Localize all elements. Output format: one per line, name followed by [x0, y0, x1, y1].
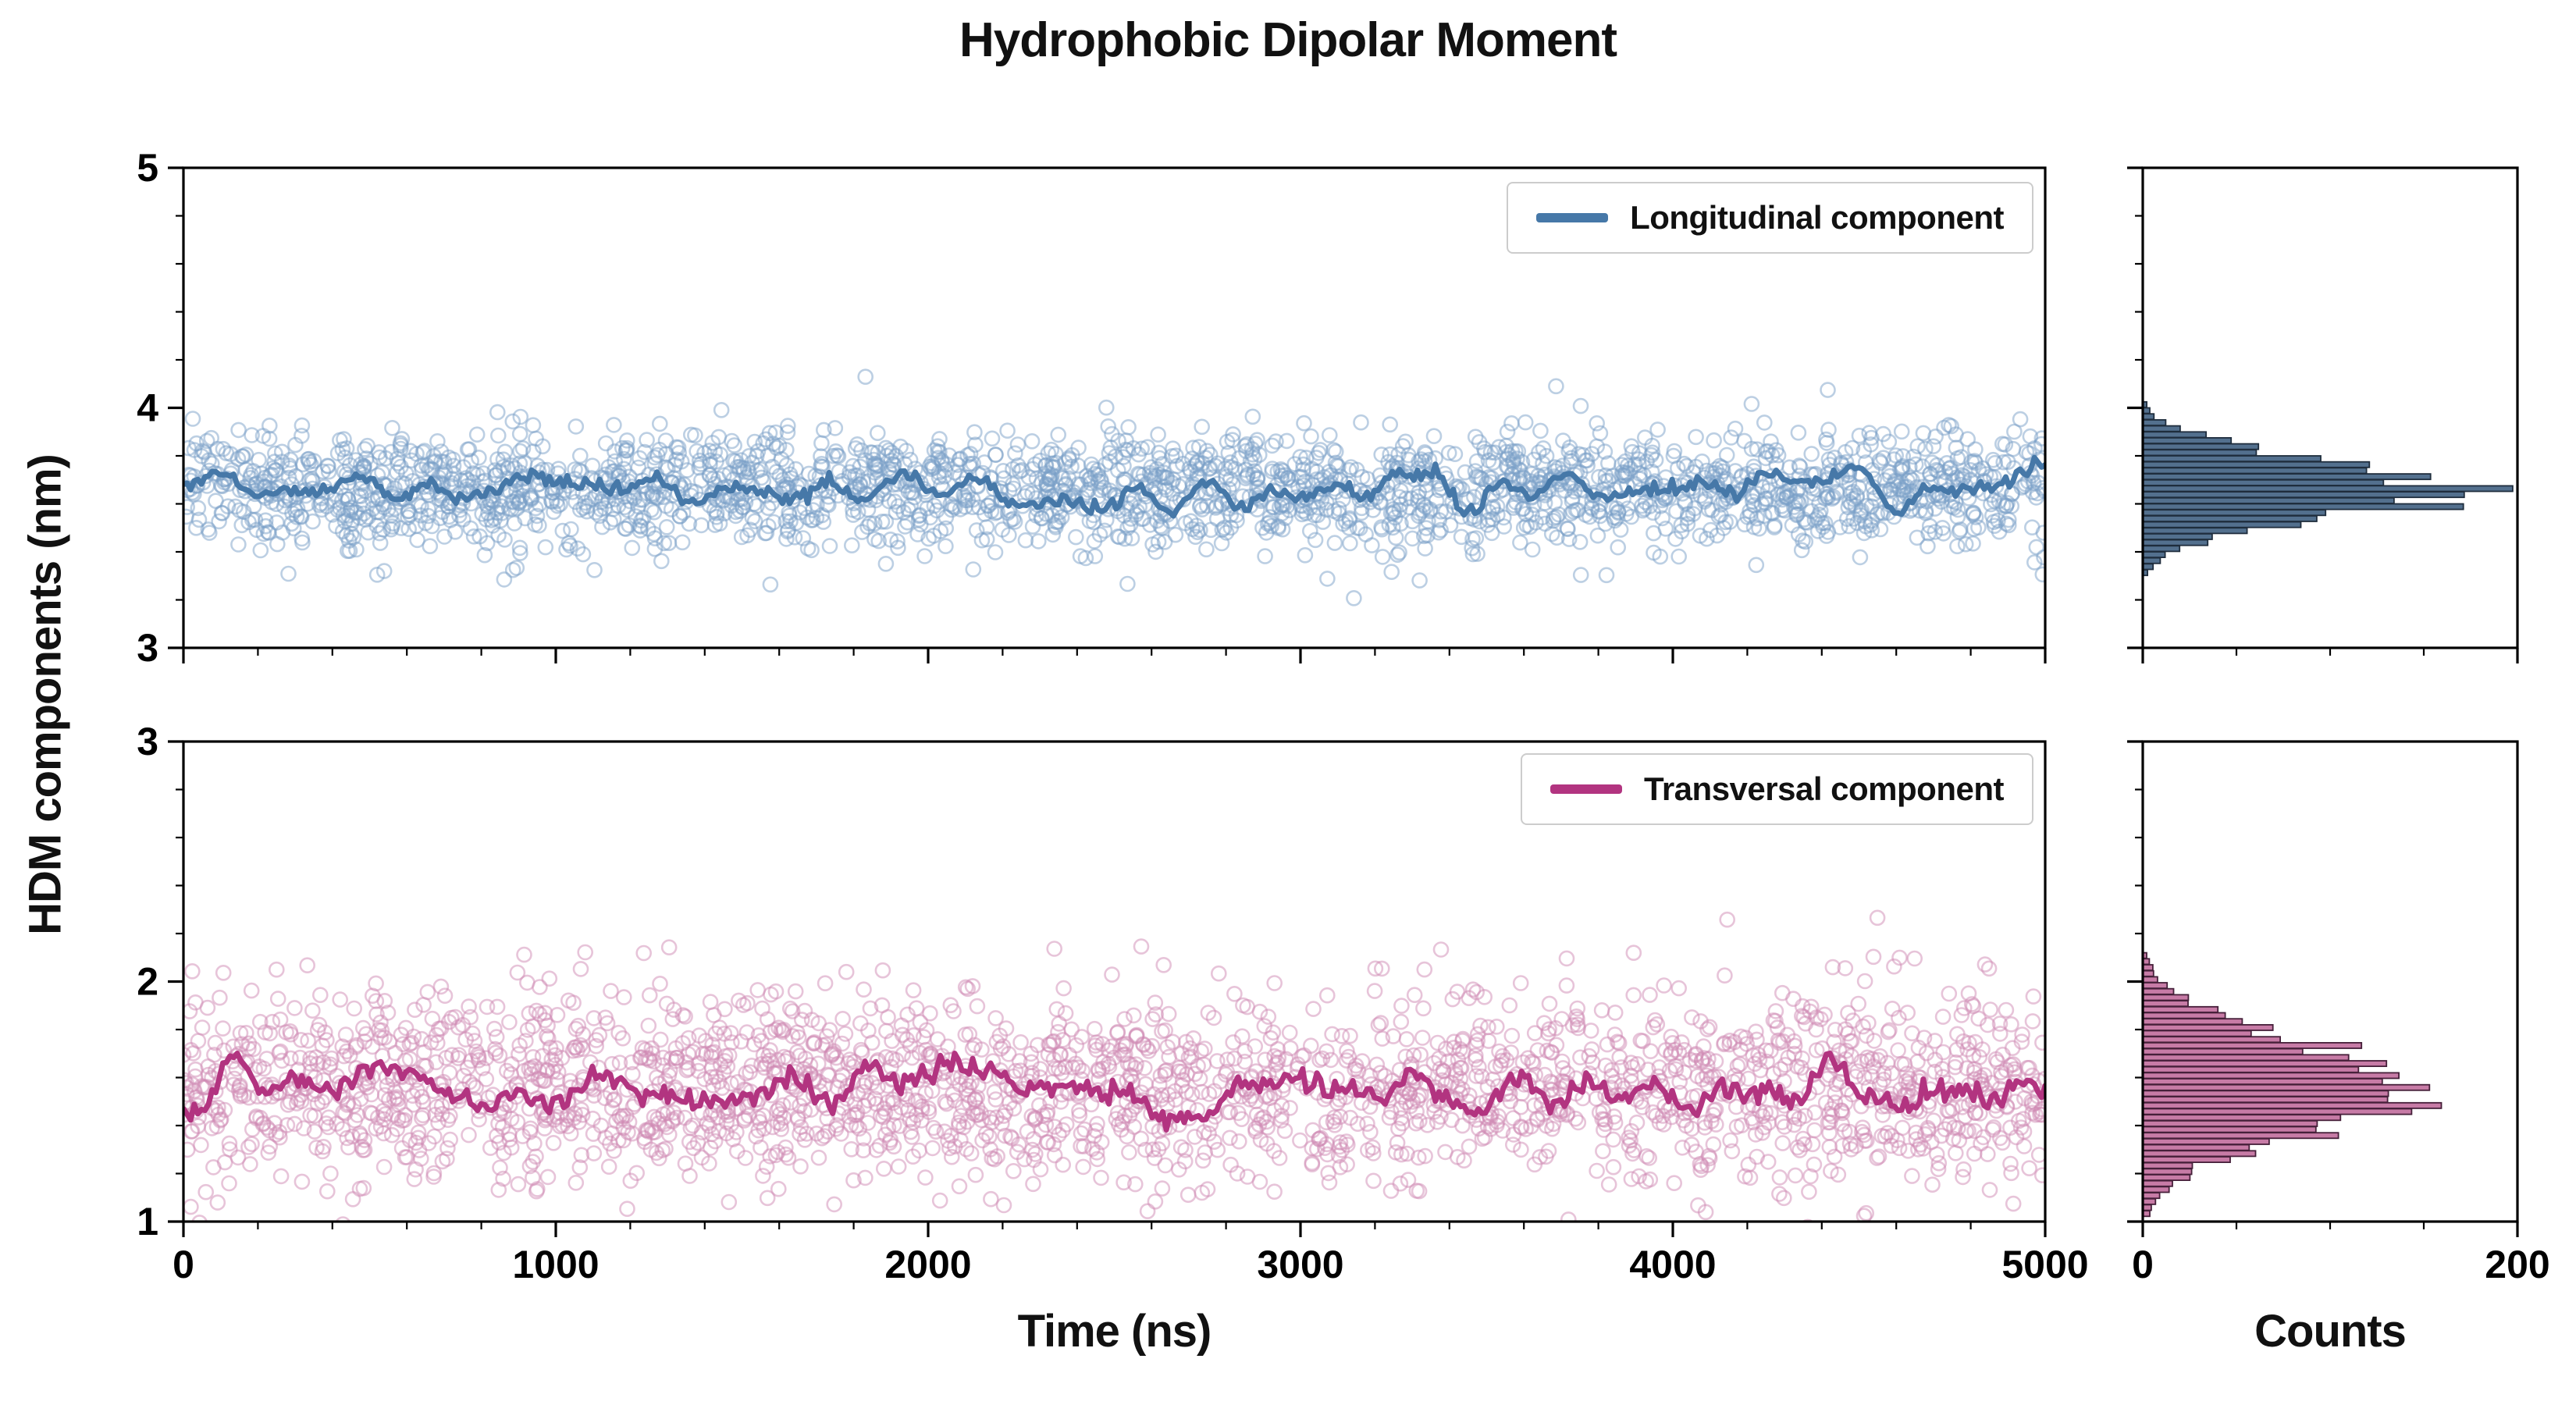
svg-text:4000: 4000 — [1629, 1243, 1716, 1286]
x-axis-label-counts: Counts — [2254, 1306, 2407, 1357]
svg-text:0: 0 — [173, 1243, 194, 1286]
legend-transversal: Transversal component — [1521, 753, 2033, 825]
svg-text:3: 3 — [137, 626, 158, 670]
svg-text:1000: 1000 — [512, 1243, 599, 1286]
legend-label-transversal: Transversal component — [1644, 770, 2005, 807]
transversal-timeseries-axes: 0 1000 2000 3000 4000 5000 1 2 3 — [137, 720, 2088, 1286]
figure-title: Hydrophobic Dipolar Moment — [959, 13, 1617, 67]
legend-line-swatch-longitudinal — [1536, 213, 1609, 222]
transversal-histogram — [2142, 951, 2443, 1218]
x-axis-label-time: Time (ns) — [1017, 1306, 1212, 1357]
legend-longitudinal: Longitudinal component — [1507, 182, 2033, 254]
svg-text:3000: 3000 — [1257, 1243, 1343, 1286]
longitudinal-timeseries — [183, 368, 2045, 606]
legend-line-swatch-transversal — [1550, 784, 1622, 794]
svg-text:5: 5 — [137, 146, 158, 190]
svg-text:4: 4 — [137, 386, 158, 430]
longitudinal-histogram-axes — [2127, 166, 2519, 663]
y-axis-label: HDM components (nm) — [20, 454, 71, 935]
svg-text:1: 1 — [137, 1200, 158, 1243]
svg-text:5000: 5000 — [2001, 1243, 2088, 1286]
svg-text:2000: 2000 — [884, 1243, 971, 1286]
legend-label-longitudinal: Longitudinal component — [1630, 199, 2004, 236]
svg-text:2: 2 — [137, 960, 158, 1004]
longitudinal-histogram — [2142, 400, 2514, 577]
svg-text:3: 3 — [137, 720, 158, 763]
transversal-histogram-axes: 0 200 — [2127, 740, 2550, 1286]
transversal-timeseries — [183, 909, 2045, 1222]
longitudinal-timeseries-axes: 3 4 5 — [137, 146, 2047, 670]
